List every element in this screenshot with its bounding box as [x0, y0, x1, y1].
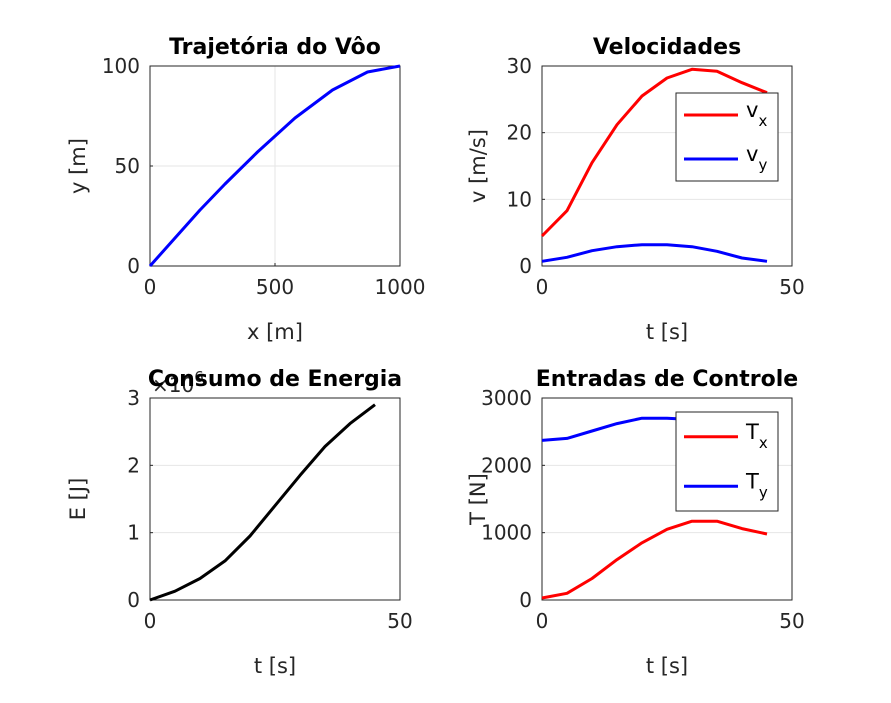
axes-frame	[149, 397, 401, 601]
legend-entry-2: vy	[746, 142, 767, 174]
series-line-1	[541, 519, 768, 600]
y-tick-label: 30	[507, 54, 532, 78]
y-tick-label: 50	[115, 154, 140, 178]
legend-box	[675, 92, 779, 182]
legend-entry-subscript: y	[759, 483, 768, 501]
chart-title: Velocidades	[593, 35, 741, 60]
x-tick-label: 1000	[375, 275, 426, 299]
y-tick-label: 0	[519, 588, 532, 612]
y-tick-label: 0	[127, 588, 140, 612]
y-tick-label: 2000	[481, 453, 532, 477]
x-axis-label: t [s]	[646, 654, 688, 678]
x-tick-label: 50	[387, 609, 412, 633]
axes-border	[149, 397, 401, 601]
y-axis-label: E [J]	[66, 478, 90, 521]
series-line-1	[540, 67, 768, 238]
subplot-1: 0 500 1000 0 50 100 Trajetória do Vôo x [m] y [m…	[66, 35, 425, 344]
legend-entry-symbol: v	[746, 142, 758, 166]
legend-entry-subscript: y	[758, 156, 767, 174]
y-tick-label: 0	[127, 254, 140, 278]
x-tick-label: 0	[536, 275, 549, 299]
y-tick-label: 1	[127, 521, 140, 545]
y-tick-label: 1000	[481, 521, 532, 545]
x-tick-label: 500	[256, 275, 294, 299]
series-line-1	[149, 403, 376, 602]
y-axis-label: y [m]	[66, 138, 90, 194]
y-axis-label: T [N]	[466, 473, 490, 526]
x-tick-label: 0	[536, 609, 549, 633]
legend-entry-symbol: T	[745, 420, 759, 444]
axes-border	[541, 65, 793, 267]
y-tick-label: 100	[102, 54, 140, 78]
y-axis-label: v [m/s]	[466, 129, 490, 203]
legend-entry-subscript: x	[758, 112, 767, 130]
legend-box	[675, 411, 779, 512]
y-tick-label: 20	[507, 121, 532, 145]
legend-entry-subscript: x	[759, 434, 768, 452]
y-tick-label: 3000	[481, 386, 532, 410]
y-tick-label: 0	[519, 254, 532, 278]
y-tick-label: 3	[127, 386, 140, 410]
legend-entry-symbol: v	[746, 98, 758, 122]
axes-border	[541, 397, 793, 601]
x-tick-label: 0	[144, 275, 157, 299]
chart-title: Trajetória do Vôo	[169, 35, 381, 60]
chart-title: Entradas de Controle	[536, 367, 798, 392]
series-line-2	[541, 243, 768, 263]
x-tick-label: 0	[144, 609, 157, 633]
axis-exponent: ×106	[152, 368, 204, 397]
y-tick-label: 10	[507, 187, 532, 211]
axis-exponent-power: 6	[194, 368, 204, 386]
axes-border	[149, 65, 401, 267]
x-axis-label: t [s]	[646, 320, 688, 344]
x-axis-label: t [s]	[254, 654, 296, 678]
x-tick-label: 50	[779, 609, 804, 633]
chart-title: Consumo de Energia	[148, 367, 402, 392]
x-axis-label: x [m]	[247, 320, 303, 344]
y-tick-label: 2	[127, 453, 140, 477]
legend-entry-2: Ty	[745, 469, 768, 501]
legend-entry-1: Tx	[745, 420, 768, 452]
axis-exponent-base: ×10	[152, 373, 194, 397]
legend-entry-symbol: T	[745, 469, 759, 493]
legend-entry-1: vx	[746, 98, 767, 130]
series-line-1	[148, 64, 401, 267]
x-tick-label: 50	[779, 275, 804, 299]
